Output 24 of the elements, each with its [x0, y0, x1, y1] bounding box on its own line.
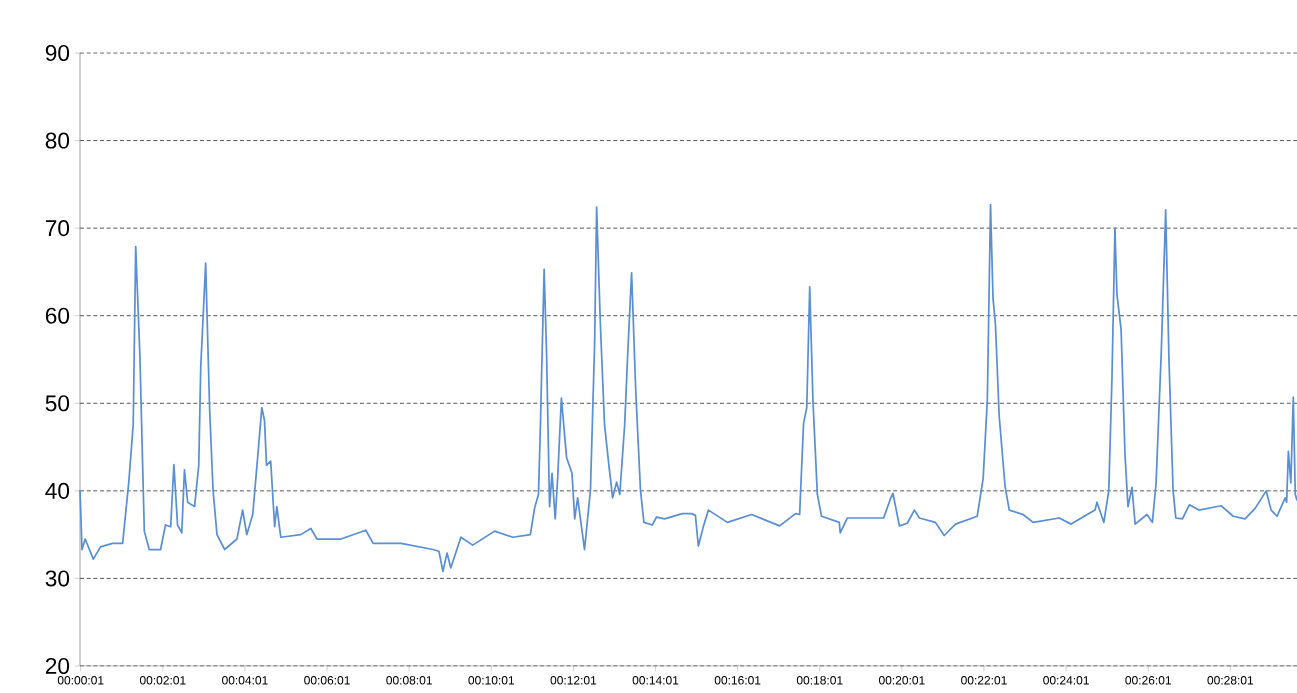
y-tick-label: 90: [45, 44, 70, 62]
x-tick-label: 00:24:01: [1043, 676, 1089, 685]
y-tick-label: 30: [45, 570, 70, 587]
x-tick-label: 00:22:01: [961, 676, 1007, 685]
x-tick-label: 00:26:01: [1125, 676, 1171, 685]
x-tick-label: 00:06:01: [304, 676, 350, 685]
y-tick-label: 80: [45, 132, 70, 149]
x-tick-label: 00:28:01: [1207, 676, 1254, 685]
y-tick-label: 20: [45, 657, 70, 675]
x-tick-label: 00:14:01: [632, 676, 679, 685]
y-tick-label: 60: [45, 307, 70, 324]
y-tick-label: 40: [45, 482, 70, 499]
x-tick-label: 00:02:01: [139, 676, 186, 685]
x-tick-label: 00:20:01: [878, 676, 925, 685]
y-tick-label: 50: [45, 395, 70, 412]
x-tick-label: 00:04:01: [222, 676, 268, 685]
x-tick-label: 00:00:01: [57, 676, 104, 685]
x-tick-label: 00:12:01: [550, 676, 597, 685]
x-tick-label: 00:08:01: [386, 676, 432, 685]
x-tick-label: 00:16:01: [714, 676, 761, 685]
x-tick-label: 00:18:01: [796, 676, 843, 685]
y-tick-label: 70: [45, 220, 70, 237]
x-tick-label: 00:10:01: [468, 676, 515, 685]
line-series: [79, 203, 1297, 573]
